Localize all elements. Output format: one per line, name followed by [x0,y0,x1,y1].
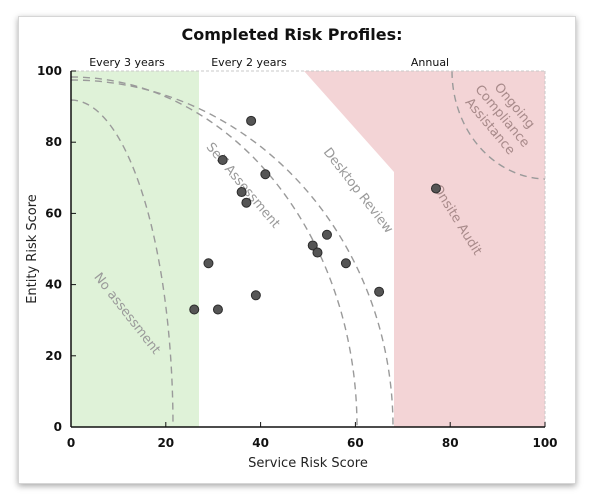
data-point [430,183,441,194]
x-tick-label: 40 [252,436,269,450]
x-tick-label: 0 [67,436,75,450]
y-tick-label: 20 [45,349,62,363]
data-points [189,115,441,315]
y-tick-label: 60 [45,206,62,220]
data-point [250,290,261,301]
annual-region [304,71,545,427]
data-point [217,155,228,165]
data-point [374,286,385,297]
y-tick-label: 0 [54,420,62,434]
data-point [340,258,351,269]
y-tick-label: 80 [45,135,62,149]
data-point [312,247,323,258]
x-tick-label: 60 [347,436,364,450]
data-point [260,169,271,180]
band-label-every-3-years: Every 3 years [89,56,165,69]
y-axis-label: Entity Risk Score [25,194,40,304]
background-regions [71,71,545,427]
chart-title: Completed Risk Profiles: [182,25,403,44]
no-assessment-boundary [71,99,174,427]
y-tick-label: 100 [37,64,62,78]
zone-label-self-assessment: Self Assessment [203,140,283,231]
y-tick-label: 40 [45,278,62,292]
band-label-every-2-years: Every 2 years [211,56,287,69]
x-tick-label: 100 [532,436,557,450]
y-axis-ticks: 0 20 40 60 80 100 [37,64,76,434]
data-point [189,304,200,315]
every-3-years-region [71,71,199,427]
data-point [212,304,223,315]
x-axis-ticks: 0 20 40 60 80 100 [67,422,558,450]
data-point [307,240,318,251]
x-axis-label: Service Risk Score [248,456,368,471]
data-point [236,187,247,198]
data-point [246,115,257,126]
band-label-annual: Annual [411,56,449,69]
x-tick-label: 20 [157,436,174,450]
data-point [241,197,252,208]
desktop-review-boundary [71,76,358,427]
data-point [203,258,214,269]
x-tick-label: 80 [442,436,459,450]
data-point [321,229,332,240]
